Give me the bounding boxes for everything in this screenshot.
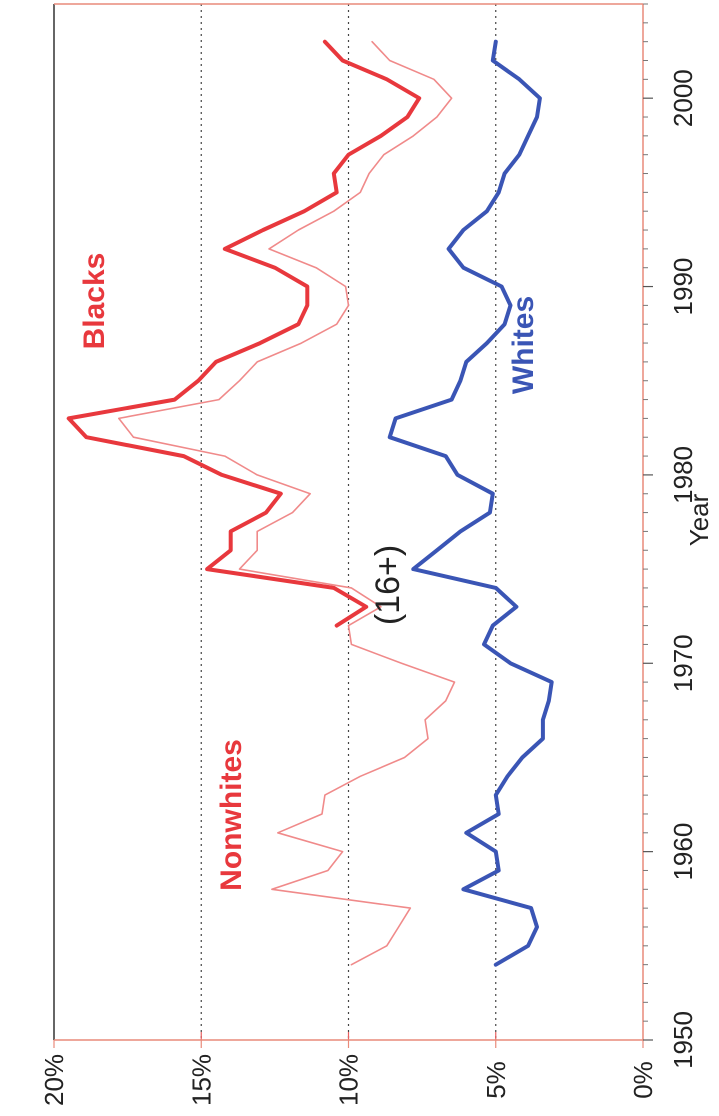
grid-layer xyxy=(200,4,497,1040)
y-tick-label-4: 20% xyxy=(39,1054,69,1106)
y-tick-label-3: 15% xyxy=(186,1054,216,1106)
x-tick-label-5: 2000 xyxy=(668,69,698,127)
tick-layer: 0% 5% 10% 15% 20% 1950 1960 1970 1980 1990 2000 xyxy=(39,3,698,1106)
series-layer xyxy=(66,39,554,967)
x-tick-label-1: 1960 xyxy=(668,823,698,881)
series-line-whites xyxy=(387,39,554,967)
x-tick-label-3: 1980 xyxy=(668,446,698,504)
x-tick-label-2: 1970 xyxy=(668,634,698,692)
x-axis-title: Year xyxy=(684,493,714,546)
x-tick-label-0: 1950 xyxy=(668,1011,698,1069)
series-line-nonwhites xyxy=(118,40,456,966)
y-tick-label-0: 0% xyxy=(628,1061,658,1099)
series-label-blacks: Blacks xyxy=(78,253,111,350)
y-tick-label-1: 5% xyxy=(481,1061,511,1099)
chart-title: (16+) xyxy=(369,545,407,625)
x-tick-label-4: 1990 xyxy=(668,258,698,316)
label-layer: (16+) Year Blacks Nonwhites Whites xyxy=(78,253,714,891)
series-label-nonwhites: Nonwhites xyxy=(215,739,248,891)
series-line-blacks xyxy=(66,39,422,628)
y-tick-label-2: 10% xyxy=(334,1054,364,1106)
series-label-whites: Whites xyxy=(507,296,540,394)
